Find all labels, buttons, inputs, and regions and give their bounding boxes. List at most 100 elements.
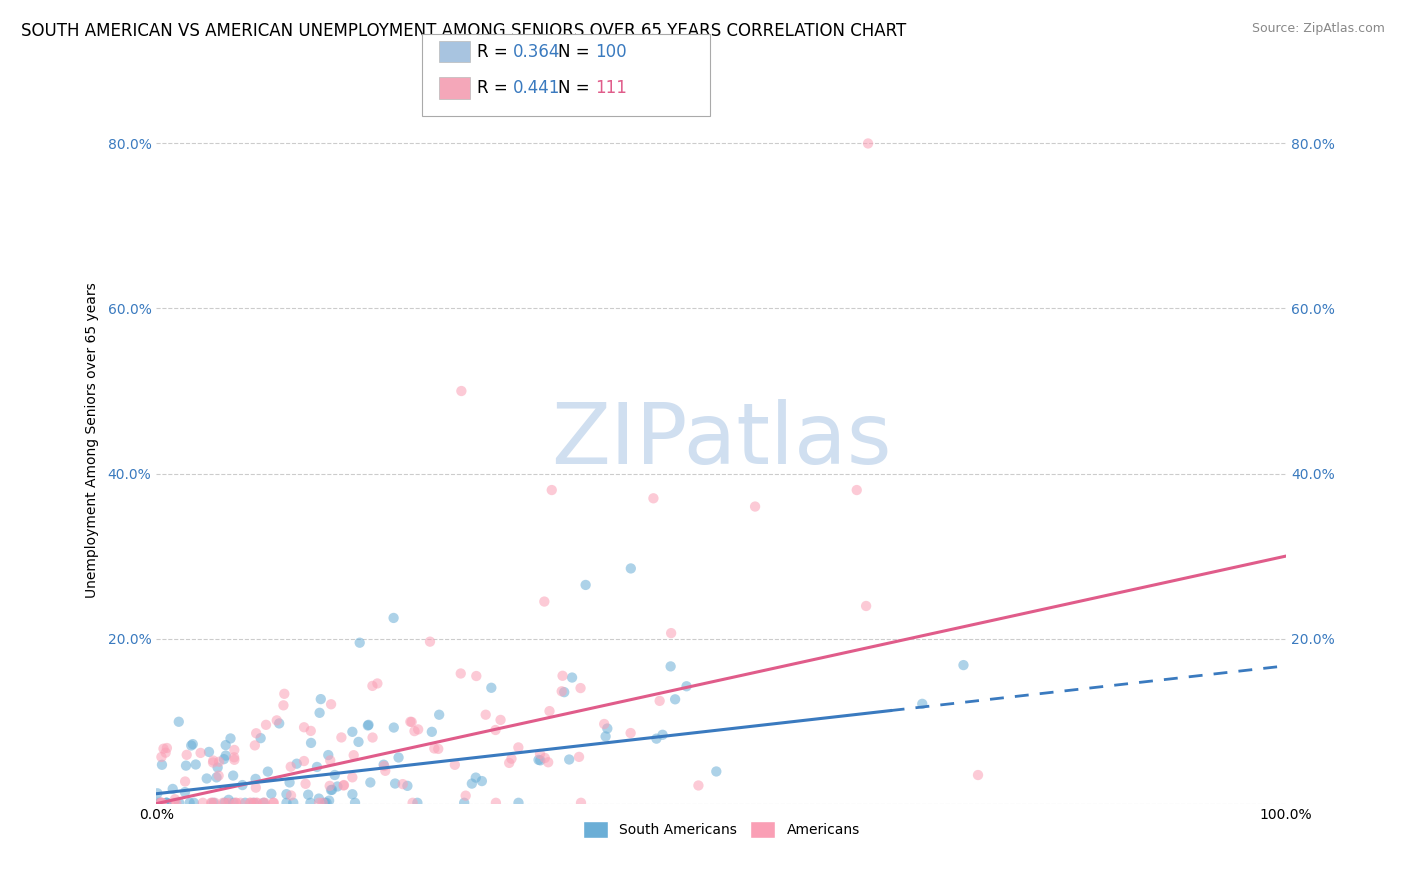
Point bbox=[165, 796, 187, 810]
Point bbox=[342, 787, 364, 801]
Point bbox=[347, 735, 370, 749]
Point bbox=[149, 796, 172, 810]
Point bbox=[321, 782, 343, 797]
Point bbox=[252, 796, 274, 810]
Point bbox=[569, 681, 592, 695]
Point bbox=[198, 745, 221, 759]
Point bbox=[427, 707, 450, 722]
Point bbox=[280, 789, 302, 803]
Point bbox=[218, 793, 240, 807]
Point bbox=[342, 724, 364, 739]
Point bbox=[648, 694, 671, 708]
Point bbox=[224, 753, 246, 767]
Point bbox=[343, 796, 366, 810]
Y-axis label: Unemployment Among Seniors over 65 years: Unemployment Among Seniors over 65 years bbox=[86, 283, 100, 599]
Text: N =: N = bbox=[558, 43, 595, 61]
Point bbox=[174, 774, 197, 789]
Point bbox=[651, 728, 673, 742]
Point bbox=[202, 754, 225, 768]
Point bbox=[366, 676, 388, 690]
Point bbox=[245, 780, 267, 795]
Point bbox=[444, 757, 467, 772]
Point bbox=[357, 718, 380, 732]
Point bbox=[224, 743, 246, 757]
Point bbox=[406, 796, 429, 810]
Point bbox=[333, 778, 356, 792]
Point bbox=[330, 731, 353, 745]
Point bbox=[174, 758, 197, 772]
Point bbox=[527, 753, 550, 767]
Point bbox=[202, 756, 225, 770]
Point bbox=[252, 796, 274, 810]
Point bbox=[508, 740, 530, 755]
Point bbox=[245, 772, 267, 786]
Point bbox=[262, 796, 284, 810]
Point bbox=[215, 738, 238, 752]
Point bbox=[308, 796, 330, 810]
Point bbox=[404, 724, 426, 739]
Point bbox=[323, 768, 346, 782]
Point bbox=[207, 760, 229, 774]
Point bbox=[276, 796, 298, 810]
Point bbox=[260, 787, 283, 801]
Point bbox=[167, 714, 190, 729]
Point bbox=[357, 718, 380, 732]
Point bbox=[568, 750, 591, 764]
Point bbox=[474, 707, 496, 722]
Point bbox=[396, 779, 419, 793]
Point bbox=[534, 751, 557, 765]
Point bbox=[225, 796, 247, 810]
Point bbox=[311, 796, 333, 810]
Point bbox=[489, 713, 512, 727]
Point bbox=[276, 787, 298, 801]
Point bbox=[195, 772, 218, 786]
Point bbox=[208, 755, 231, 769]
Point bbox=[575, 578, 598, 592]
Point bbox=[152, 741, 174, 756]
Point bbox=[146, 796, 169, 810]
Point bbox=[190, 746, 212, 760]
Text: ZIPatlas: ZIPatlas bbox=[551, 399, 891, 482]
Point bbox=[292, 754, 315, 768]
Point bbox=[314, 796, 336, 810]
Point bbox=[450, 384, 472, 398]
Point bbox=[176, 747, 198, 762]
Point bbox=[420, 724, 443, 739]
Point bbox=[283, 796, 305, 810]
Point bbox=[225, 796, 247, 810]
Point bbox=[465, 669, 488, 683]
Point bbox=[373, 759, 395, 773]
Point bbox=[620, 726, 643, 740]
Point bbox=[305, 760, 328, 774]
Text: N =: N = bbox=[558, 79, 595, 97]
Point bbox=[569, 796, 592, 810]
Point bbox=[150, 757, 173, 772]
Point bbox=[550, 684, 572, 698]
Point bbox=[156, 741, 179, 756]
Point bbox=[558, 752, 581, 766]
Point bbox=[595, 730, 617, 744]
Point bbox=[202, 796, 225, 810]
Point bbox=[855, 599, 877, 613]
Point bbox=[342, 770, 364, 784]
Point bbox=[508, 796, 530, 810]
Point bbox=[315, 796, 337, 810]
Point bbox=[401, 796, 423, 810]
Text: Source: ZipAtlas.com: Source: ZipAtlas.com bbox=[1251, 22, 1385, 36]
Point bbox=[361, 679, 384, 693]
Text: 111: 111 bbox=[595, 79, 627, 97]
Point bbox=[664, 692, 686, 706]
Point bbox=[163, 792, 186, 806]
Point bbox=[538, 704, 561, 718]
Point bbox=[485, 796, 508, 810]
Point bbox=[150, 750, 173, 764]
Point bbox=[219, 731, 242, 746]
Point bbox=[744, 500, 766, 514]
Point bbox=[156, 796, 179, 810]
Point bbox=[222, 796, 245, 810]
Point bbox=[156, 796, 179, 810]
Point bbox=[280, 760, 302, 774]
Point bbox=[308, 791, 330, 805]
Point bbox=[239, 796, 262, 810]
Point bbox=[149, 796, 172, 810]
